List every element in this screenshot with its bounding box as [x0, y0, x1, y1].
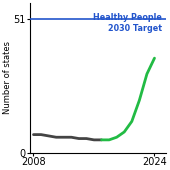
- Y-axis label: Number of states: Number of states: [3, 41, 12, 114]
- Text: Healthy People
2030 Target: Healthy People 2030 Target: [93, 13, 162, 33]
